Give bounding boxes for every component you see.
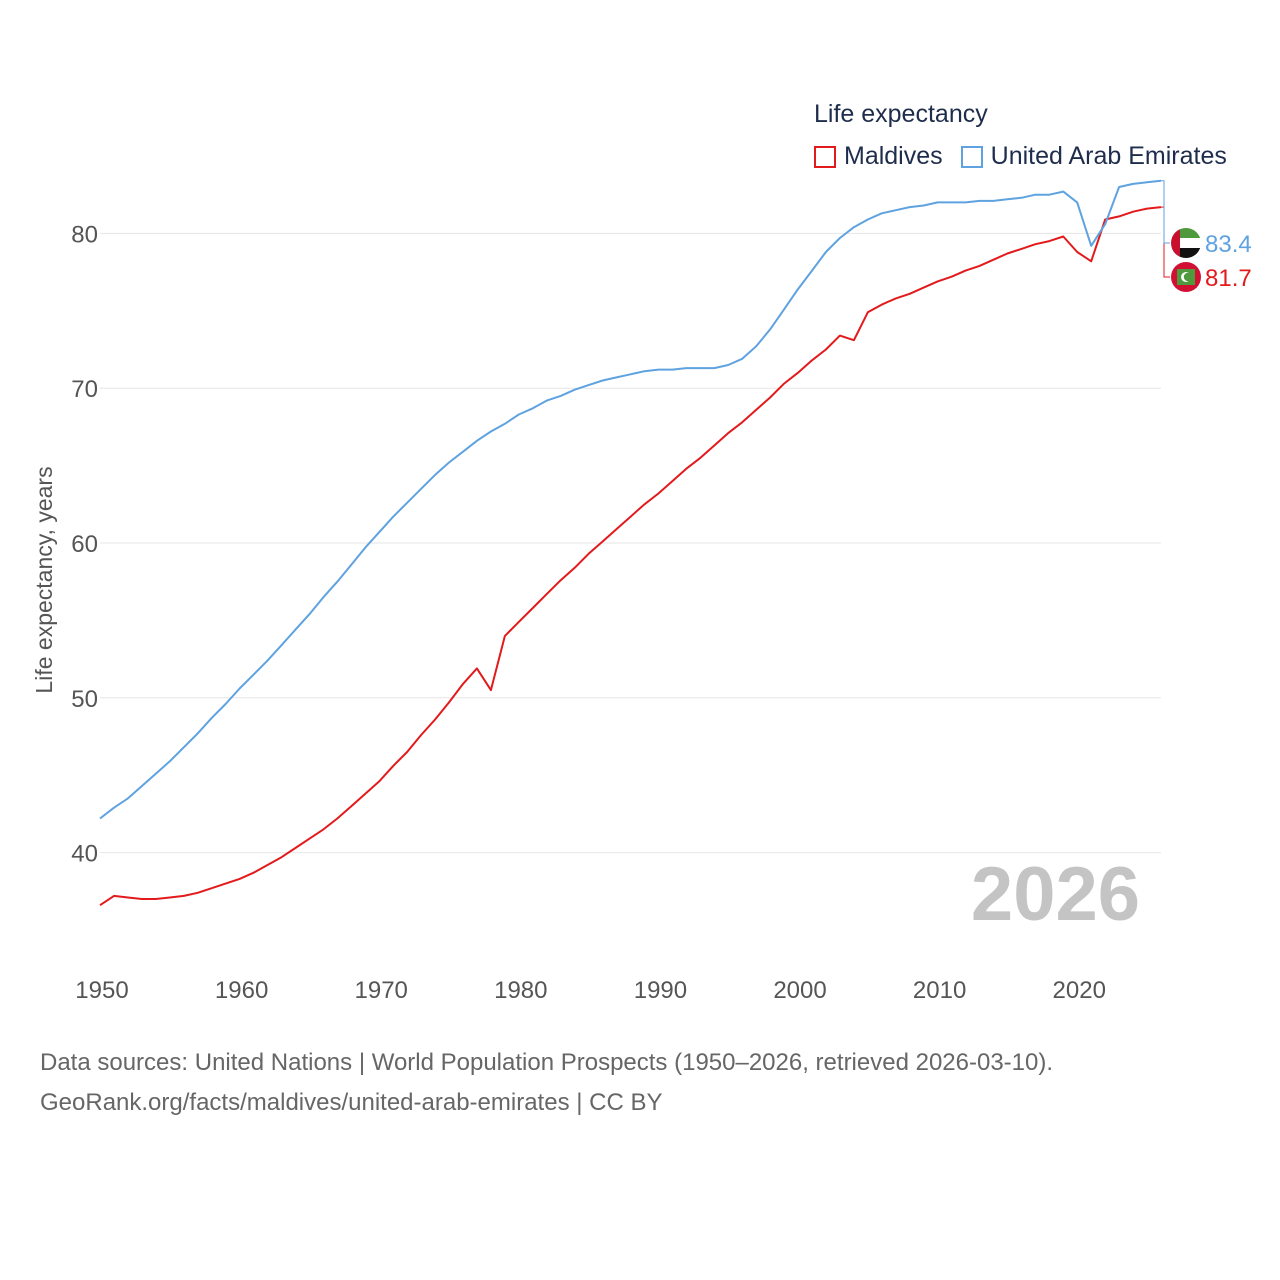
x-tick-1980: 1980 bbox=[494, 977, 547, 1004]
footer-sources: Data sources: United Nations | World Pop… bbox=[40, 1049, 1054, 1076]
line-chart: 40 50 60 70 80 1950 1960 1970 1980 1990 2000 2010 2… bbox=[31, 179, 1252, 1004]
maldives-flag-icon bbox=[1171, 262, 1201, 292]
series-line-maldives bbox=[99, 206, 1162, 907]
year-overlay: 2026 bbox=[971, 852, 1140, 937]
gridlines bbox=[100, 232, 1161, 854]
y-tick-50: 50 bbox=[71, 686, 98, 713]
end-labels: 81.7 83.4 bbox=[1205, 231, 1252, 292]
x-tick-1950: 1950 bbox=[75, 977, 128, 1004]
footer-link[interactable]: GeoRank.org/facts/maldives/united-arab-e… bbox=[40, 1089, 663, 1116]
legend-label-maldives: Maldives bbox=[844, 142, 943, 170]
series-line-united-arab-emirates bbox=[99, 179, 1162, 820]
legend-swatch-maldives bbox=[814, 145, 836, 168]
y-tick-40: 40 bbox=[71, 841, 98, 868]
legend: Maldives United Arab Emirates bbox=[814, 142, 1245, 171]
x-tick-2010: 2010 bbox=[913, 977, 966, 1004]
legend-title: Life expectancy bbox=[814, 100, 988, 128]
uae-flag-icon bbox=[1171, 228, 1201, 258]
y-tick-70: 70 bbox=[71, 376, 98, 403]
footer: Data sources: United Nations | World Pop… bbox=[40, 1043, 1053, 1123]
legend-swatch-uae bbox=[960, 145, 983, 168]
x-tick-2020: 2020 bbox=[1053, 977, 1106, 1004]
legend-item-maldives[interactable]: Maldives bbox=[814, 142, 943, 171]
y-tick-80: 80 bbox=[71, 221, 98, 248]
series-lines bbox=[99, 179, 1170, 907]
end-connector-0 bbox=[1161, 206, 1170, 278]
x-axis-ticks: 1950 1960 1970 1980 1990 2000 2010 2020 bbox=[75, 977, 1106, 1004]
y-axis-ticks: 40 50 60 70 80 bbox=[71, 221, 98, 867]
end-connector-1 bbox=[1161, 180, 1170, 244]
y-tick-60: 60 bbox=[71, 531, 98, 558]
end-label-united-arab-emirates: 83.4 bbox=[1205, 231, 1252, 258]
x-tick-1990: 1990 bbox=[634, 977, 687, 1004]
end-label-maldives: 81.7 bbox=[1205, 265, 1252, 292]
y-axis-label: Life expectancy, years bbox=[31, 466, 57, 693]
x-tick-1970: 1970 bbox=[355, 977, 408, 1004]
x-tick-1960: 1960 bbox=[215, 977, 268, 1004]
legend-label-uae: United Arab Emirates bbox=[990, 142, 1227, 170]
legend-item-uae[interactable]: United Arab Emirates bbox=[960, 142, 1227, 171]
x-tick-2000: 2000 bbox=[773, 977, 826, 1004]
